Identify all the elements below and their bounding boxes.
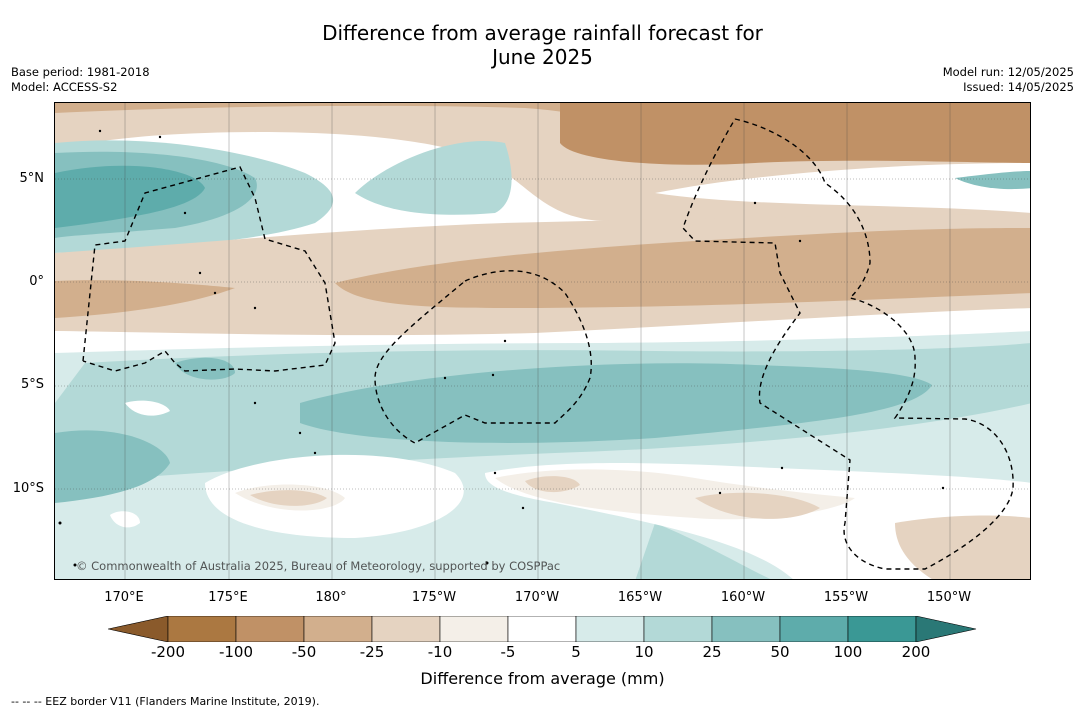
base-period: Base period: 1981-2018: [11, 65, 150, 79]
colorbar-cell: [779, 616, 849, 642]
colorbar-extend-low: [108, 616, 169, 642]
lon-label-175e: 175°E: [208, 590, 248, 605]
small-white-patch: [125, 400, 170, 416]
west-teal-patch: [55, 430, 170, 503]
colorbar-tick-label: -5: [500, 643, 516, 661]
colorbar-tick-label: 25: [702, 643, 722, 661]
s-tan-patch: [250, 490, 327, 506]
chart-title: Difference from average rainfall forecas…: [0, 21, 1085, 69]
south-teal-mid: [300, 363, 932, 443]
lat-label-5s: 5°S: [20, 377, 44, 392]
title-line-1: Difference from average rainfall forecas…: [322, 21, 763, 45]
rainfall-map: [54, 102, 1031, 580]
ne-teal-patch: [955, 171, 1030, 190]
colorbar-tick-label: -200: [150, 643, 186, 661]
colorbar-extend-high: [915, 616, 977, 642]
se-tan-mid: [695, 492, 820, 519]
colorbar-cell: [303, 616, 373, 642]
lon-label-170w: 170°W: [514, 590, 560, 605]
colorbar-tick-label: 5: [571, 643, 581, 661]
colorbar-tick-label: 10: [634, 643, 654, 661]
lon-label-150w: 150°W: [926, 590, 972, 605]
colorbar-cell: [439, 616, 509, 642]
colorbar-label: Difference from average (mm): [420, 669, 665, 688]
colorbar-cell: [507, 616, 577, 642]
sw-teal-patch: [175, 357, 235, 380]
islands: [58, 129, 945, 567]
issued-date: Issued: 14/05/2025: [963, 80, 1074, 94]
copyright-notice: © Commonwealth of Australia 2025, Bureau…: [76, 559, 561, 573]
north-white-channel: [655, 163, 1030, 213]
colorbar-cell: [643, 616, 713, 642]
lon-label-155w: 155°W: [823, 590, 869, 605]
map-svg: [55, 103, 1030, 579]
colorbar-cell: [847, 616, 917, 642]
lat-label-0: 0°: [29, 274, 44, 289]
lat-label-5n: 5°N: [19, 171, 45, 186]
title-line-2: June 2025: [492, 45, 593, 69]
run-info: Model run: 12/05/2025 Issued: 14/05/2025: [943, 65, 1074, 95]
colorbar-cell: [235, 616, 305, 642]
lon-label-180: 180°: [315, 590, 347, 605]
colorbar-tick-label: -50: [291, 643, 317, 661]
eez-borders: [82, 118, 1014, 570]
north-dark-tan: [560, 103, 1030, 165]
base-info: Base period: 1981-2018 Model: ACCESS-S2: [11, 65, 150, 95]
colorbar-tick-label: -25: [359, 643, 385, 661]
model-run: Model run: 12/05/2025: [942, 65, 1074, 79]
se-tan-small: [525, 476, 580, 493]
colorbar-tick-label: -10: [427, 643, 453, 661]
equator-mid-tan: [335, 228, 1030, 308]
lon-label-170e: 170°E: [104, 590, 144, 605]
lon-label-165w: 165°W: [617, 590, 663, 605]
west-tan-patch: [55, 280, 235, 318]
gridlines: [124, 103, 951, 579]
colorbar-cell: [575, 616, 645, 642]
lat-gridlines: [55, 178, 1030, 490]
colorbar-cell: [711, 616, 781, 642]
colorbar-tick-label: -100: [218, 643, 254, 661]
colorbar-tick-label: 50: [770, 643, 790, 661]
nw-teal-dark: [55, 165, 205, 228]
colorbar-tick-label: 200: [901, 643, 931, 661]
south-teal-bottom: [635, 523, 771, 579]
colorbar-tick-label: 100: [833, 643, 863, 661]
model-name: Model: ACCESS-S2: [11, 80, 118, 94]
lon-label-160w: 160°W: [720, 590, 766, 605]
lon-label-175w: 175°W: [411, 590, 457, 605]
colorbar-cell: [167, 616, 237, 642]
colorbar: [108, 616, 977, 642]
n-teal-patch: [355, 141, 512, 215]
eez-note: -- -- -- EEZ border V11 (Flanders Marine…: [11, 695, 320, 708]
lat-label-10s: 10°S: [12, 481, 44, 496]
colorbar-cell: [371, 616, 441, 642]
